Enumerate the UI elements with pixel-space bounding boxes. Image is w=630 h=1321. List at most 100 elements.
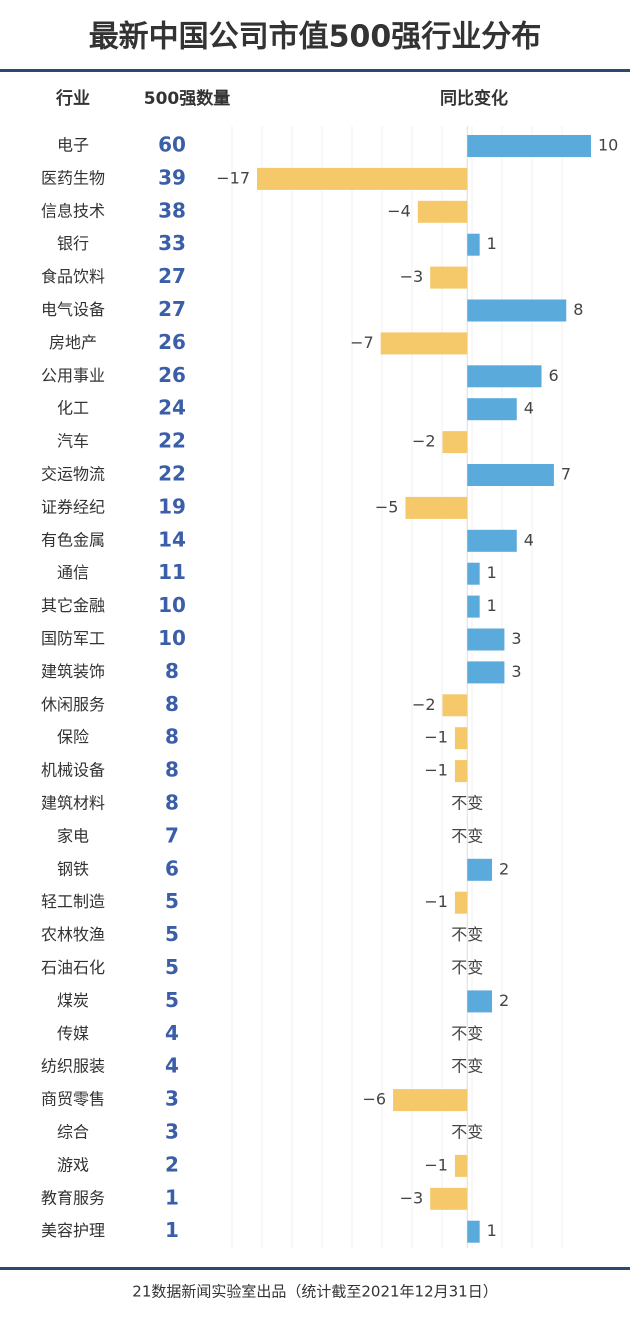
bar xyxy=(467,858,493,881)
count-label: 1 xyxy=(165,1218,179,1242)
count-label: 2 xyxy=(165,1152,179,1176)
count-label: 6 xyxy=(165,856,179,880)
value-label: −1 xyxy=(424,761,448,780)
value-label: 3 xyxy=(511,629,521,648)
value-label: 4 xyxy=(524,399,534,418)
count-label: 8 xyxy=(165,725,179,749)
category-label: 机械设备 xyxy=(41,761,105,780)
count-label: 5 xyxy=(165,955,179,979)
category-label: 公用事业 xyxy=(41,366,105,385)
column-header: 500强数量 xyxy=(144,88,231,109)
count-label: 4 xyxy=(165,1054,179,1078)
count-label: 38 xyxy=(158,198,186,222)
count-label: 10 xyxy=(158,626,186,650)
count-label: 8 xyxy=(165,659,179,683)
bar xyxy=(405,496,468,519)
value-label: −1 xyxy=(424,728,448,747)
count-label: 1 xyxy=(165,1185,179,1209)
count-label: 60 xyxy=(158,133,186,157)
category-label: 教育服务 xyxy=(41,1188,105,1207)
category-label: 电子 xyxy=(57,136,89,155)
category-label: 建筑装饰 xyxy=(41,662,105,681)
bar xyxy=(467,595,480,618)
count-label: 39 xyxy=(158,165,186,189)
bar xyxy=(467,135,591,157)
count-label: 22 xyxy=(158,429,186,453)
bar xyxy=(430,1187,468,1210)
bar xyxy=(467,529,517,552)
bar xyxy=(454,1154,468,1177)
category-label: 保险 xyxy=(57,728,89,747)
count-label: 3 xyxy=(165,1120,179,1144)
value-label: 8 xyxy=(573,300,583,319)
title-rule xyxy=(0,69,630,72)
value-label: 不变 xyxy=(451,826,483,845)
bar xyxy=(467,562,480,585)
bar xyxy=(257,167,468,190)
bar xyxy=(467,233,480,256)
value-label: 不变 xyxy=(451,958,483,977)
category-label: 钢铁 xyxy=(57,859,89,878)
value-label: −17 xyxy=(216,168,250,187)
category-label: 信息技术 xyxy=(41,201,105,220)
value-label: 不变 xyxy=(451,794,483,813)
bar xyxy=(467,365,542,388)
category-label: 证券经纪 xyxy=(41,497,105,516)
category-label: 休闲服务 xyxy=(41,695,105,714)
category-label: 电气设备 xyxy=(41,300,105,319)
category-label: 国防军工 xyxy=(41,629,105,648)
bar xyxy=(467,1220,480,1243)
value-label: 不变 xyxy=(451,1024,483,1043)
category-label: 农林牧渔 xyxy=(41,925,105,944)
category-label: 其它金融 xyxy=(41,596,105,615)
category-label: 建筑材料 xyxy=(41,794,105,813)
bar xyxy=(467,398,517,421)
count-label: 5 xyxy=(165,889,179,913)
value-label: 7 xyxy=(561,465,571,484)
count-label: 27 xyxy=(158,297,186,321)
category-label: 商贸零售 xyxy=(41,1090,105,1109)
value-label: 2 xyxy=(499,991,509,1010)
value-label: −1 xyxy=(424,892,448,911)
value-label: 1 xyxy=(487,563,497,582)
value-label: 不变 xyxy=(451,925,483,944)
value-label: −2 xyxy=(412,695,436,714)
count-label: 5 xyxy=(165,922,179,946)
value-label: 6 xyxy=(549,366,559,385)
value-label: −4 xyxy=(387,201,411,220)
value-label: −6 xyxy=(362,1090,386,1109)
column-header: 同比变化 xyxy=(440,88,508,109)
value-label: 3 xyxy=(511,662,521,681)
value-label: 4 xyxy=(524,530,534,549)
bar xyxy=(430,266,468,289)
column-header: 行业 xyxy=(55,88,90,109)
category-label: 医药生物 xyxy=(41,168,105,187)
category-label: 传媒 xyxy=(57,1024,89,1043)
category-label: 综合 xyxy=(57,1123,89,1142)
category-label: 游戏 xyxy=(57,1155,89,1174)
count-label: 22 xyxy=(158,462,186,486)
count-label: 5 xyxy=(165,988,179,1012)
value-label: 1 xyxy=(487,1221,497,1240)
bar xyxy=(454,727,468,750)
bar xyxy=(467,990,493,1013)
category-label: 纺织服装 xyxy=(41,1057,105,1076)
count-label: 24 xyxy=(158,396,186,420)
category-label: 轻工制造 xyxy=(41,892,105,911)
value-label: 不变 xyxy=(451,1057,483,1076)
value-label: −3 xyxy=(400,267,424,286)
category-label: 通信 xyxy=(57,563,89,582)
value-label: 不变 xyxy=(451,1123,483,1142)
count-label: 26 xyxy=(158,363,186,387)
category-label: 石油石化 xyxy=(41,958,105,977)
value-label: −2 xyxy=(412,432,436,451)
bar xyxy=(454,891,468,914)
category-label: 美容护理 xyxy=(41,1221,105,1240)
count-label: 14 xyxy=(158,527,186,551)
category-label: 交运物流 xyxy=(41,465,105,484)
category-label: 有色金属 xyxy=(41,530,105,549)
count-label: 27 xyxy=(158,264,186,288)
count-label: 26 xyxy=(158,330,186,354)
